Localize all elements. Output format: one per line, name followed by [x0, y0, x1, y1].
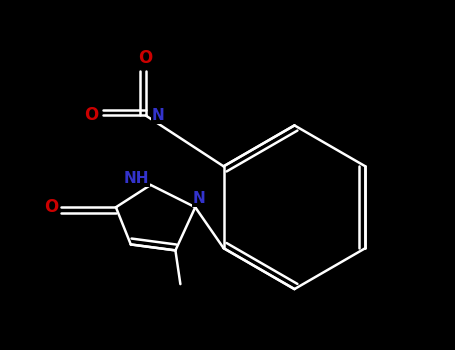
Text: N: N: [193, 191, 206, 206]
Text: O: O: [84, 106, 98, 125]
Text: NH: NH: [124, 172, 150, 187]
Text: O: O: [138, 49, 153, 68]
Text: N: N: [152, 108, 164, 123]
Text: O: O: [44, 198, 59, 216]
